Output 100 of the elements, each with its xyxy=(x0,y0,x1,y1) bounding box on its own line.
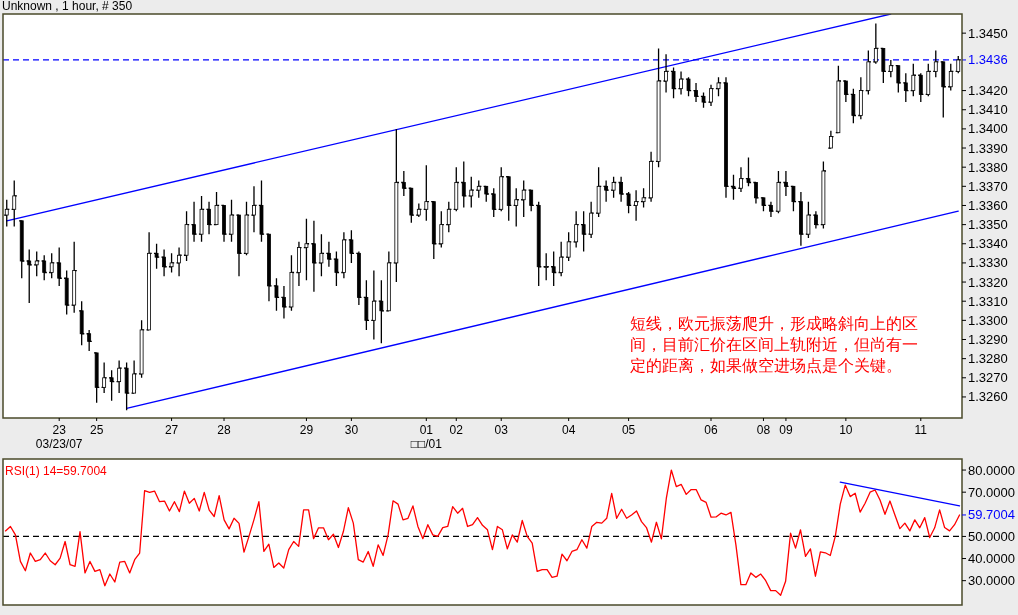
candlestick xyxy=(289,254,294,312)
y-tick-label: 30.0000 xyxy=(968,573,1015,589)
candlestick xyxy=(701,91,706,109)
candlestick xyxy=(686,76,691,97)
x-tick-label: 01 □□/01 xyxy=(410,423,443,451)
candlestick xyxy=(656,47,661,168)
candlestick xyxy=(57,246,62,287)
x-tick-label: 28 xyxy=(217,423,232,437)
candlestick xyxy=(394,128,399,283)
candlestick xyxy=(679,70,683,96)
candlestick xyxy=(124,361,129,411)
y-tick-label: 1.3290 xyxy=(968,332,1008,347)
candlestick xyxy=(469,176,474,209)
y-tick-label: 70.0000 xyxy=(968,484,1015,500)
candlestick xyxy=(491,187,496,218)
candlestick xyxy=(836,65,841,134)
x-tick-label: 30 xyxy=(344,423,359,437)
candlestick xyxy=(94,352,99,404)
candlestick xyxy=(589,200,594,239)
candlestick xyxy=(739,166,743,193)
candlestick xyxy=(356,250,361,306)
candlestick xyxy=(694,82,698,103)
candlestick xyxy=(746,156,751,187)
chart-title: Unknown , 1 hour, # 350 xyxy=(2,0,133,13)
candlestick xyxy=(626,191,631,214)
candlestick xyxy=(574,210,579,249)
candlestick xyxy=(177,246,181,277)
candlestick xyxy=(784,170,788,197)
annotation: 短线，欧元振荡爬升，形成略斜向上的区间，目前汇价在区间上轨附近，但尚有一定的距离，如果做空进场点是个关键。 xyxy=(630,315,918,374)
candlestick xyxy=(873,22,878,65)
candlestick xyxy=(244,200,249,256)
candlestick xyxy=(581,210,586,253)
candlestick xyxy=(349,229,354,264)
candlestick xyxy=(312,220,316,293)
candlestick xyxy=(641,187,646,209)
candlestick xyxy=(79,300,84,346)
candlestick xyxy=(671,66,676,99)
y-tick-label: 1.3420 xyxy=(968,83,1008,99)
y-tick-label: 1.3320 xyxy=(968,274,1008,290)
candlestick xyxy=(634,189,638,222)
candlestick xyxy=(649,151,653,203)
candlestick xyxy=(199,195,204,243)
x-tick-label: 11 xyxy=(914,423,928,437)
candlestick xyxy=(866,49,871,96)
x-tick-label: 03 xyxy=(494,423,509,437)
x-tick-label: 05 xyxy=(621,423,636,437)
candlestick xyxy=(858,76,863,120)
x-tick-label: 08 xyxy=(756,423,771,437)
candlestick xyxy=(139,319,144,379)
candlestick xyxy=(72,241,77,314)
candlestick xyxy=(147,231,151,331)
candlestick xyxy=(911,63,916,97)
candlestick xyxy=(536,200,541,287)
candlestick xyxy=(409,187,414,224)
candlestick xyxy=(933,49,938,78)
y-tick-label: 1.3360 xyxy=(968,197,1008,213)
candlestick xyxy=(259,179,264,243)
candlestick xyxy=(192,200,196,243)
candlestick xyxy=(476,179,481,199)
candlestick xyxy=(364,279,369,331)
text: 59.7004 xyxy=(968,507,1015,523)
candlestick xyxy=(401,170,406,197)
candlestick xyxy=(551,250,556,287)
candlestick xyxy=(87,329,92,352)
candlestick xyxy=(184,210,189,262)
candlestick xyxy=(439,210,444,249)
candlestick xyxy=(222,204,226,243)
candlestick xyxy=(903,72,908,103)
candlestick xyxy=(529,189,534,212)
candlestick xyxy=(267,233,271,302)
candlestick xyxy=(754,181,758,205)
candlestick xyxy=(297,241,301,287)
candlestick xyxy=(948,63,953,92)
candlestick xyxy=(304,218,309,281)
candlestick xyxy=(102,361,107,394)
y-tick-label: 1.3280 xyxy=(968,351,1008,367)
y-tick-label: 1.3310 xyxy=(968,293,1008,309)
candlestick xyxy=(499,166,504,212)
candlestick xyxy=(506,176,511,222)
candlestick xyxy=(117,359,122,394)
candlestick xyxy=(207,200,211,235)
candlestick xyxy=(371,269,376,341)
ref-line-label: 1.3436 xyxy=(968,52,1008,68)
x-tick-label: 02 xyxy=(449,423,464,437)
candlestick xyxy=(34,250,39,277)
candlestick xyxy=(416,202,421,218)
candlestick xyxy=(918,72,923,103)
candlestick xyxy=(888,59,893,78)
y-tick-label: 1.3390 xyxy=(968,140,1008,156)
candlestick xyxy=(724,76,728,199)
candlestick xyxy=(664,53,668,94)
candlestick xyxy=(731,174,736,201)
x-tick-label: 04 xyxy=(561,423,576,437)
candlestick xyxy=(484,185,489,203)
x-tick-label: 06 xyxy=(704,423,719,437)
candlestick xyxy=(514,187,519,228)
candlestick xyxy=(454,166,459,212)
candlestick xyxy=(814,210,818,230)
candlestick xyxy=(334,250,339,287)
y-tick-label: 1.3380 xyxy=(968,159,1008,175)
